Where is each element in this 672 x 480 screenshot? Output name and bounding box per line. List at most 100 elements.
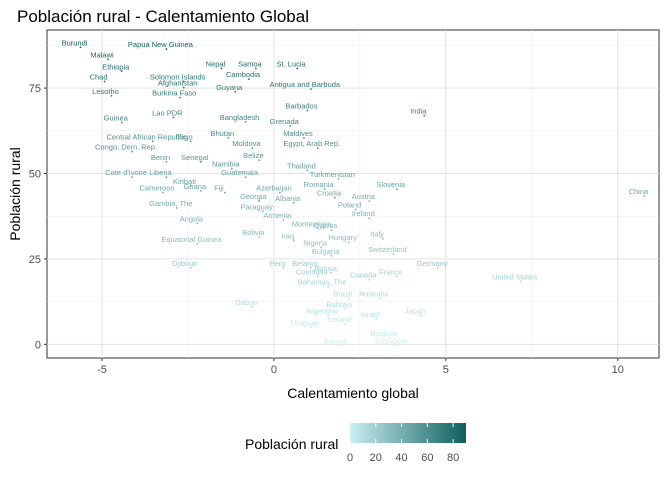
point-label: Georgia xyxy=(240,192,268,201)
data-point xyxy=(258,200,261,203)
point-label: Lao PDR xyxy=(152,108,183,117)
legend-tick-label: 40 xyxy=(395,452,407,464)
point-label: Equatorial Guinea xyxy=(161,235,222,244)
point-label: Bangladesh xyxy=(220,113,260,122)
data-point xyxy=(334,196,336,199)
y-tick-label: 0 xyxy=(35,339,41,351)
point-label: Ghana xyxy=(184,182,207,191)
data-point xyxy=(131,176,133,179)
x-tick-label: 0 xyxy=(271,364,277,376)
data-point xyxy=(330,229,333,232)
point-label: Malawi xyxy=(90,50,114,59)
data-points: Burundi Papua New Guinea Malawi Nepal Samoa S… xyxy=(62,38,649,347)
legend-ticks: 0 20 40 60 80 xyxy=(347,423,459,464)
data-point xyxy=(395,275,398,278)
data-point xyxy=(395,344,398,347)
data-point xyxy=(347,241,350,244)
data-point xyxy=(182,86,185,89)
x-tick-label: 5 xyxy=(443,364,449,376)
point-label: Central African Republic xyxy=(106,132,187,141)
data-point xyxy=(354,208,357,211)
data-point xyxy=(309,326,312,329)
data-point xyxy=(172,116,175,119)
point-label: Armenia xyxy=(263,211,292,220)
data-point xyxy=(344,307,347,310)
point-label: Israel xyxy=(361,310,380,319)
data-point xyxy=(309,88,312,90)
point-label: Brazil xyxy=(333,290,352,299)
data-point xyxy=(254,67,257,70)
point-label: Solomon Islands xyxy=(150,73,206,82)
point-label: Kiribati xyxy=(173,177,196,186)
data-point xyxy=(327,285,329,288)
point-label: Barbados xyxy=(285,102,317,111)
point-label: Iraq xyxy=(281,231,294,240)
y-tick-label: 50 xyxy=(29,169,41,181)
point-label: China xyxy=(629,187,649,196)
data-point xyxy=(244,176,247,179)
data-point xyxy=(196,242,199,245)
legend-tick-label: 80 xyxy=(447,452,459,464)
point-label: Thailand xyxy=(287,161,316,170)
point-label: Congo, Dem. Rep. xyxy=(95,143,157,152)
data-point xyxy=(340,344,343,347)
point-label: Croatia xyxy=(317,189,342,198)
data-point xyxy=(196,222,199,225)
point-label: Poland xyxy=(338,201,361,210)
data-point xyxy=(292,201,295,204)
point-label: Argentina xyxy=(306,307,339,316)
data-point xyxy=(296,67,299,70)
point-label: Colombia xyxy=(296,267,329,276)
data-point xyxy=(227,137,230,139)
data-point xyxy=(165,160,168,163)
point-label: Peru xyxy=(269,259,285,268)
data-point xyxy=(220,67,223,70)
data-point xyxy=(189,184,192,187)
data-point xyxy=(261,210,264,213)
point-label: Djibouti xyxy=(172,259,197,268)
x-axis-ticks: -5 0 5 10 xyxy=(97,358,624,376)
point-label: Singapore xyxy=(374,337,408,346)
data-point xyxy=(344,323,347,326)
y-tick-label: 25 xyxy=(29,254,41,266)
grid-lines xyxy=(47,30,659,358)
point-label: Albania xyxy=(275,194,301,203)
point-label: Fiji xyxy=(214,184,224,193)
point-label: Russia xyxy=(314,264,338,273)
point-label: Papua New Guinea xyxy=(128,40,194,49)
data-point xyxy=(303,137,305,139)
point-label: Togo xyxy=(176,132,192,141)
data-point xyxy=(182,80,185,83)
point-label: Hungary xyxy=(329,233,358,242)
data-point xyxy=(189,140,192,143)
point-label: Burkina Faso xyxy=(152,89,196,98)
point-label: Gambia, The xyxy=(149,199,192,208)
legend-title: Población rural xyxy=(245,436,338,452)
data-point xyxy=(368,278,371,281)
point-label: Bahrain xyxy=(326,300,352,309)
data-point xyxy=(165,48,168,50)
point-label: Burundi xyxy=(62,38,88,47)
point-label: Guyana xyxy=(216,83,243,92)
point-label: Liberia xyxy=(149,168,172,177)
point-label: Uruguay xyxy=(291,319,320,328)
point-label: Cyprus xyxy=(314,221,338,230)
point-label: Nigeria xyxy=(303,238,328,247)
data-point xyxy=(120,121,123,124)
data-point xyxy=(330,254,333,257)
x-tick-label: -5 xyxy=(97,364,107,376)
data-point xyxy=(368,217,371,220)
data-point xyxy=(392,253,395,255)
point-label: Paraguay xyxy=(241,202,273,211)
data-point xyxy=(79,46,82,49)
data-point xyxy=(643,195,646,197)
point-label: Montenegro xyxy=(292,219,332,228)
point-label: Bolivia xyxy=(242,228,265,237)
data-point xyxy=(323,188,326,191)
data-point xyxy=(151,140,154,143)
point-label: Turkmenistan xyxy=(310,170,355,179)
point-label: Cameroon xyxy=(140,184,175,193)
legend-tick-label: 20 xyxy=(370,452,382,464)
data-point xyxy=(309,266,312,269)
